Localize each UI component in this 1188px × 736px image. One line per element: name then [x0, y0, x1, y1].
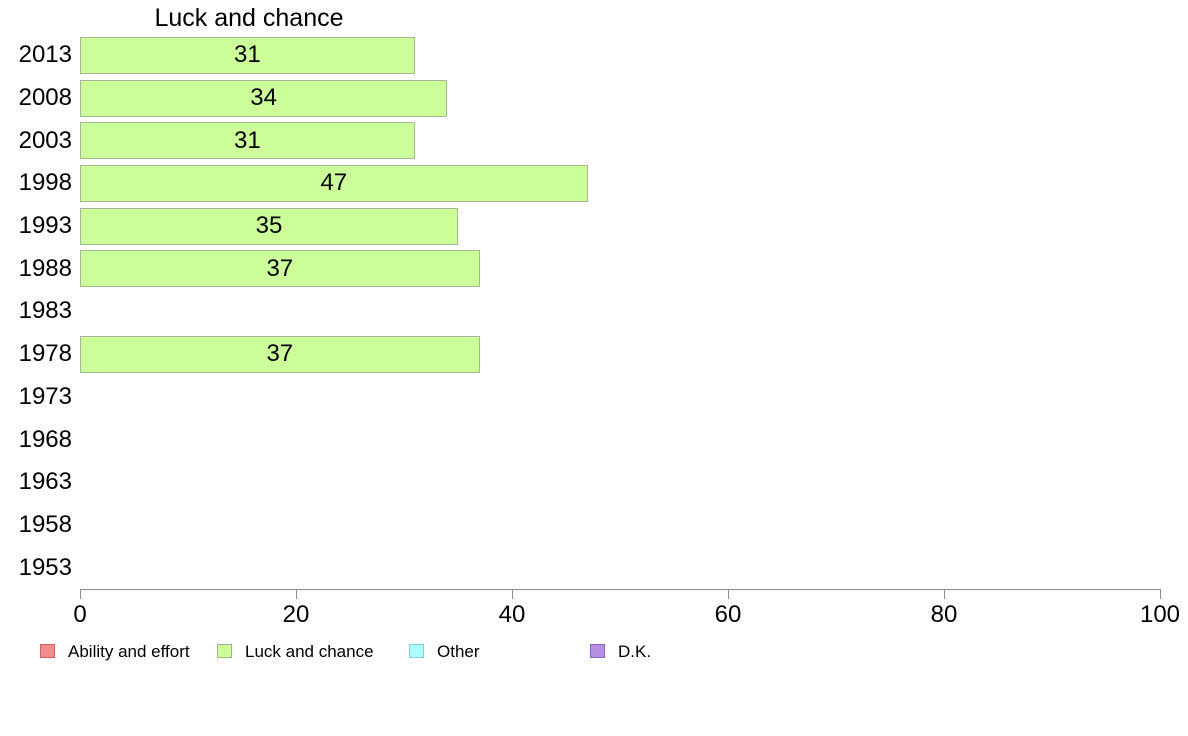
chart-row: 1953	[0, 546, 1188, 589]
legend-swatch-icon	[590, 644, 605, 658]
legend-label: Ability and effort	[68, 642, 190, 661]
chart-row: 1998 47	[0, 162, 1188, 205]
legend-item: Other	[409, 640, 599, 664]
legend-swatch-icon	[217, 644, 232, 658]
chart-row: 1983	[0, 290, 1188, 333]
x-axis-tick-label: 0	[73, 601, 87, 628]
x-axis-tick	[728, 589, 729, 599]
chart-row: 1988 37	[0, 247, 1188, 290]
legend-item: Ability and effort	[40, 640, 230, 664]
chart-row: 1968	[0, 418, 1188, 461]
bar: 35	[80, 207, 458, 245]
x-axis-tick	[944, 589, 945, 599]
legend-item: D.K.	[590, 640, 780, 664]
bar: 37	[80, 335, 480, 373]
chart-row: 2003 31	[0, 119, 1188, 162]
x-axis-tick	[296, 589, 297, 599]
legend-item: Luck and chance	[217, 640, 407, 664]
y-axis-label: 2013	[18, 41, 72, 69]
chart-row: 1993 35	[0, 205, 1188, 248]
bar: 37	[80, 250, 480, 288]
y-axis-label: 1988	[18, 254, 72, 282]
y-axis-label: 1968	[18, 425, 72, 453]
chart-title: Luck and chance	[154, 4, 344, 32]
x-axis-line	[80, 589, 1161, 590]
legend-label: D.K.	[618, 642, 652, 661]
x-axis-tick	[1160, 589, 1161, 599]
chart-row: 1958	[0, 504, 1188, 547]
chart-row: 1978 37	[0, 333, 1188, 376]
y-axis-label: 1978	[18, 340, 72, 368]
x-axis-tick-label: 20	[282, 601, 310, 628]
y-axis-label: 1998	[18, 169, 72, 197]
y-axis-label: 1958	[18, 510, 72, 538]
legend-label: Other	[437, 642, 480, 661]
legend: Ability and effort Luck and chance Other D.…	[0, 640, 1188, 670]
bar-value-label: 35	[255, 212, 283, 240]
x-axis-tick-label: 40	[498, 601, 526, 628]
y-axis-label: 1963	[18, 468, 72, 496]
bar-value-label: 37	[266, 254, 294, 282]
bar: 47	[80, 164, 588, 202]
legend-label: Luck and chance	[245, 642, 374, 661]
x-axis-tick	[80, 589, 81, 599]
bar: 31	[80, 36, 415, 74]
chart-row: 2013 31	[0, 34, 1188, 77]
y-axis-label: 1973	[18, 382, 72, 410]
y-axis-label: 1993	[18, 212, 72, 240]
bar-value-label: 31	[234, 126, 261, 154]
bar: 34	[80, 79, 448, 117]
chart-row: 1963	[0, 461, 1188, 504]
bar-value-label: 31	[234, 41, 261, 69]
bar-value-label: 47	[320, 169, 348, 197]
chart-row: 2008 34	[0, 77, 1188, 120]
bar-value-label: 34	[250, 84, 277, 112]
y-axis-label: 1983	[18, 297, 72, 325]
y-axis-label: 2003	[18, 126, 72, 154]
x-axis-tick-label: 60	[714, 601, 742, 628]
chart-row: 1973	[0, 376, 1188, 419]
y-axis-label: 1953	[18, 553, 72, 581]
x-axis-tick-label: 80	[930, 601, 958, 628]
x-axis-tick-label: 100	[1139, 601, 1181, 628]
legend-swatch-icon	[409, 644, 424, 658]
bar: 31	[80, 122, 415, 160]
y-axis-label: 2008	[18, 84, 72, 112]
legend-swatch-icon	[40, 644, 55, 658]
bar-value-label: 37	[266, 340, 294, 368]
x-axis-tick	[512, 589, 513, 599]
